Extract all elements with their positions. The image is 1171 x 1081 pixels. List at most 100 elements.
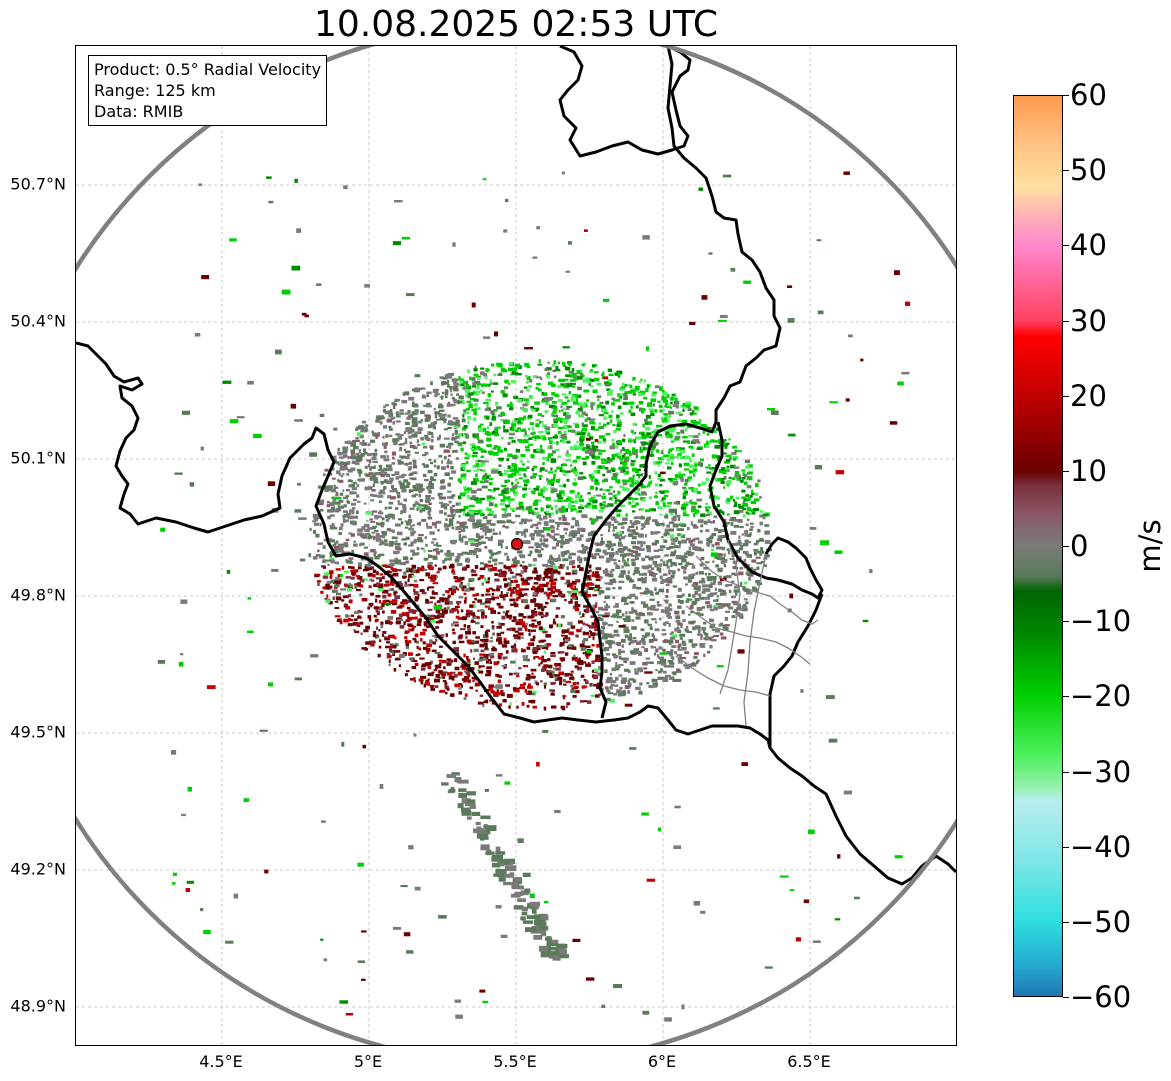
echo-cell <box>484 630 489 635</box>
echo-cell <box>653 430 658 434</box>
echo-cell <box>705 477 709 482</box>
echo-cell <box>635 502 639 506</box>
echo-cell <box>604 383 610 387</box>
echo-cell <box>421 591 427 595</box>
echo-cell <box>479 665 485 668</box>
echo-cell <box>662 676 668 680</box>
echo-cell <box>693 487 698 491</box>
echo-cell <box>404 526 409 529</box>
echo-cell <box>506 614 513 619</box>
echo-cell <box>453 674 458 678</box>
echo-cell <box>548 664 553 669</box>
echo-cell <box>560 705 565 709</box>
echo-cell <box>548 471 554 474</box>
echo-cell <box>580 616 583 619</box>
echo-cell <box>487 564 494 567</box>
echo-cell <box>521 507 525 511</box>
echo-cell <box>532 426 535 431</box>
echo-cell <box>401 586 405 590</box>
echo-cell <box>379 578 382 582</box>
echo-cell <box>488 607 494 610</box>
echo-cell <box>475 473 478 477</box>
echo-cell <box>497 373 503 376</box>
echo-cell <box>597 449 602 452</box>
echo-cell <box>512 420 518 424</box>
echo-cell <box>460 609 464 613</box>
echo-cell <box>446 550 451 553</box>
echo-cell <box>708 593 714 597</box>
echo-cell <box>538 492 544 497</box>
echo-cell <box>673 501 679 505</box>
echo-cell <box>570 379 576 382</box>
echo-cell <box>530 668 537 672</box>
echo-cell <box>397 459 402 462</box>
echo-cell <box>668 623 671 627</box>
echo-cell <box>363 448 366 452</box>
echo-cell <box>332 467 335 471</box>
echo-cell <box>566 579 571 584</box>
echo-cell <box>598 666 603 670</box>
echo-cell <box>381 517 385 521</box>
echo-cell <box>494 487 500 491</box>
echo-cell <box>629 552 633 556</box>
echo-cell <box>689 543 695 547</box>
echo-cell <box>747 507 751 512</box>
echo-cell <box>684 468 690 471</box>
echo-cell <box>706 432 710 436</box>
echo-cell <box>524 625 527 629</box>
echo-cell <box>457 478 462 482</box>
echo-cell <box>617 490 621 495</box>
echo-cell <box>572 605 579 609</box>
echo-cell <box>560 576 565 580</box>
echo-cell <box>550 581 557 586</box>
echo-cell <box>425 543 428 547</box>
echo-cell <box>342 467 348 471</box>
echo-cell <box>446 461 453 465</box>
echo-cell <box>730 516 736 520</box>
echo-cell <box>435 520 442 524</box>
echo-cell <box>496 689 499 693</box>
radar-map[interactable] <box>75 45 957 1046</box>
echo-cell <box>749 522 754 525</box>
echo-cell <box>329 557 335 561</box>
echo-cell <box>512 616 517 619</box>
echo-cell <box>390 650 396 653</box>
echo-cell <box>536 682 539 686</box>
echo-cell <box>375 598 378 603</box>
echo-cell <box>712 560 715 563</box>
echo-cell <box>541 655 545 659</box>
echo-cell <box>718 569 723 573</box>
echo-cell <box>586 594 591 598</box>
echo-cell <box>398 664 401 668</box>
echo-cell <box>480 469 483 472</box>
echo-cell <box>462 467 467 470</box>
echo-cell <box>754 589 759 593</box>
echo-cell <box>588 564 592 569</box>
echo-cell <box>587 533 592 536</box>
echo-cell <box>642 577 647 581</box>
echo-cell <box>444 396 448 399</box>
echo-cell <box>564 673 571 676</box>
echo-cell <box>474 398 479 402</box>
echo-cell <box>343 618 349 623</box>
echo-cell <box>745 530 748 533</box>
echo-cell <box>579 442 584 447</box>
echo-cell <box>550 654 556 658</box>
echo-cell <box>696 421 701 425</box>
echo-cell <box>650 479 653 483</box>
echo-cell <box>662 563 669 567</box>
echo-cell <box>596 440 602 444</box>
echo-cell <box>505 650 509 654</box>
echo-cell <box>647 570 653 573</box>
echo-cell <box>639 592 645 595</box>
echo-cell <box>579 372 583 376</box>
echo-cell <box>356 616 362 619</box>
echo-cell <box>743 608 748 611</box>
echo-cell <box>483 700 488 704</box>
echo-cell <box>619 458 624 461</box>
echo-cell <box>694 463 698 468</box>
echo-cell <box>618 468 624 471</box>
echo-cell <box>719 557 725 561</box>
echo-cell <box>432 634 437 637</box>
echo-cell <box>441 659 447 664</box>
